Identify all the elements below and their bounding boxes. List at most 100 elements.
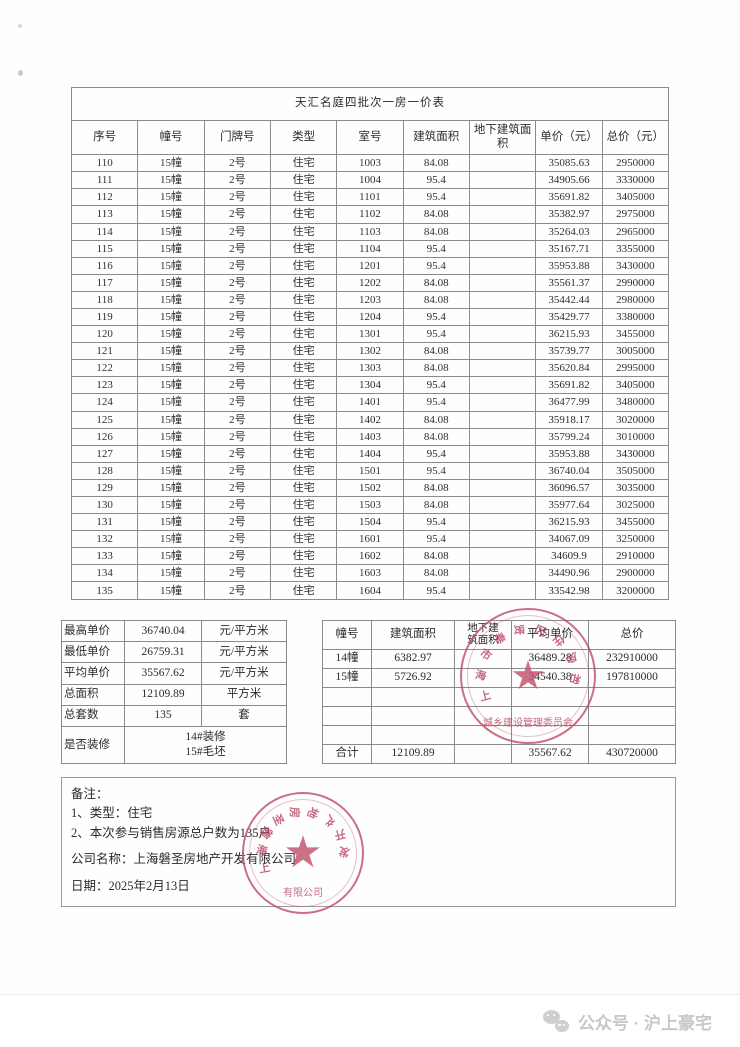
table-row: 123 15幢 2号 住宅 1304 95.4 35691.82 3405000 — [70, 376, 670, 395]
notes-spacer — [71, 843, 666, 850]
cell-r11-c3: 住宅 — [269, 342, 338, 361]
cell-r23-c4: 1602 — [336, 547, 404, 566]
summary-right-col-header-1: 建筑面积 — [371, 620, 455, 650]
cell-r1-c8: 3330000 — [601, 171, 670, 190]
cell-r25-c0: 135 — [70, 581, 139, 600]
summary-right-empty-row-c3 — [511, 725, 589, 745]
cell-r8-c0: 118 — [70, 290, 139, 309]
cell-r3-c7: 35382.97 — [535, 205, 603, 224]
cell-r13-c8: 3405000 — [601, 376, 670, 395]
cell-r19-c8: 3035000 — [601, 478, 670, 498]
cell-r5-c2: 2号 — [203, 239, 271, 258]
cell-r5-c4: 1104 — [336, 239, 404, 258]
cell-r18-c6 — [468, 461, 537, 480]
cell-r7-c2: 2号 — [203, 273, 271, 292]
cell-r9-c7: 35429.77 — [535, 307, 603, 327]
cell-r14-c4: 1401 — [336, 393, 404, 412]
cell-r6-c7: 35953.88 — [535, 256, 603, 275]
cell-r17-c4: 1404 — [336, 444, 404, 463]
cell-r5-c3: 住宅 — [269, 239, 338, 258]
page-footer: 公众号 · 沪上豪宅 — [0, 994, 740, 1047]
main-col-header-3: 类型 — [269, 119, 338, 156]
summary-left-unit-3: 平方米 — [201, 683, 287, 706]
cell-r17-c5: 95.4 — [402, 444, 470, 463]
summary-right-total-row: 合计 12109.89 35567.62 430720000 — [322, 744, 676, 764]
cell-r3-c4: 1102 — [336, 205, 404, 224]
table-row: 133 15幢 2号 住宅 1602 84.08 34609.9 2910000 — [70, 547, 670, 566]
cell-r10-c3: 住宅 — [269, 325, 338, 344]
cell-r8-c8: 2980000 — [601, 290, 670, 309]
cell-r4-c8: 2965000 — [601, 222, 670, 241]
summary-right-row-c4: 197810000 — [588, 668, 676, 688]
cell-r21-c4: 1504 — [336, 513, 404, 532]
cell-r9-c5: 95.4 — [402, 307, 470, 327]
cell-r11-c6 — [468, 342, 537, 361]
summary-left-unit-2: 元/平方米 — [201, 662, 287, 685]
cell-r18-c1: 15幢 — [137, 461, 205, 480]
cell-r11-c5: 84.08 — [402, 342, 470, 361]
cell-r13-c6 — [468, 376, 537, 395]
cell-r23-c7: 34609.9 — [535, 547, 603, 566]
notes-spacer — [71, 870, 666, 877]
summary-right-total-row-c4: 430720000 — [588, 744, 676, 764]
summary-right-total-row-c0: 合计 — [322, 744, 372, 764]
main-table-head: 天汇名庭四批次一房一价表 序号 幢号 门牌号 类型 室号 建筑面积 地下建筑面积 单价（元）总… — [70, 87, 670, 156]
cell-r13-c0: 123 — [70, 376, 139, 395]
notes-block: 备注： 1、类型：住宅 2、本次参与销售房源总户数为135户 公司名称：上海磐圣… — [61, 777, 676, 907]
table-row: 125 15幢 2号 住宅 1402 84.08 35918.17 3020000 — [70, 410, 670, 429]
cell-r16-c0: 126 — [70, 427, 139, 446]
cell-r7-c7: 35561.37 — [535, 273, 603, 292]
table-row: 122 15幢 2号 住宅 1303 84.08 35620.84 2995000 — [70, 359, 670, 378]
cell-r19-c2: 2号 — [203, 478, 271, 498]
cell-r6-c4: 1201 — [336, 256, 404, 275]
cell-r23-c5: 84.08 — [402, 547, 470, 566]
cell-r12-c8: 2995000 — [601, 359, 670, 378]
main-table-body: 110 15幢 2号 住宅 1003 84.08 35085.63 2950000 111 15幢… — [70, 154, 670, 600]
cell-r0-c5: 84.08 — [402, 154, 470, 173]
cell-r21-c0: 131 — [70, 513, 139, 532]
summary-right-empty-row-c4 — [588, 687, 676, 707]
cell-r0-c8: 2950000 — [601, 154, 670, 173]
cell-r4-c2: 2号 — [203, 222, 271, 241]
notes-line-2: 2、本次参与销售房源总户数为135户 — [71, 825, 272, 840]
cell-r16-c7: 35799.24 — [535, 427, 603, 446]
cell-r8-c2: 2号 — [203, 290, 271, 309]
table-row: 116 15幢 2号 住宅 1201 95.4 35953.88 3430000 — [70, 256, 670, 275]
summary-right-empty-row-c0 — [322, 687, 372, 707]
summary-left-unit-4: 套 — [201, 704, 287, 728]
cell-r18-c2: 2号 — [203, 461, 271, 480]
cell-r7-c0: 117 — [70, 273, 139, 292]
cell-r23-c2: 2号 — [203, 547, 271, 566]
cell-r17-c1: 15幢 — [137, 444, 205, 463]
cell-r5-c1: 15幢 — [137, 239, 205, 258]
cell-r8-c6 — [468, 290, 537, 309]
main-price-table: 天汇名庭四批次一房一价表 序号 幢号 门牌号 类型 室号 建筑面积 地下建筑面积 单价（元）总… — [70, 87, 670, 600]
cell-r18-c3: 住宅 — [269, 461, 338, 480]
cell-r24-c2: 2号 — [203, 564, 271, 583]
summary-right-col-header-4: 总价 — [588, 620, 676, 650]
cell-r21-c1: 15幢 — [137, 513, 205, 532]
date-line: 日期：2025年2月13日 — [71, 878, 190, 893]
summary-right-total-row-c2 — [454, 744, 512, 764]
cell-r23-c3: 住宅 — [269, 547, 338, 566]
summary-right-row: 15幢 5726.92 34540.38 197810000 — [322, 668, 676, 688]
cell-r4-c6 — [468, 222, 537, 241]
summary-right-head: 幢号 建筑面积 地下建 筑面积 平均单价 总价 — [322, 620, 676, 650]
cell-r16-c5: 84.08 — [402, 427, 470, 446]
cell-r20-c6 — [468, 495, 537, 515]
cell-r12-c4: 1303 — [336, 359, 404, 378]
cell-r5-c8: 3355000 — [601, 239, 670, 258]
summary-right-empty-row-c3 — [511, 706, 589, 726]
cell-r15-c4: 1402 — [336, 410, 404, 429]
cell-r23-c6 — [468, 547, 537, 566]
cell-r19-c0: 129 — [70, 478, 139, 498]
cell-r12-c2: 2号 — [203, 359, 271, 378]
summary-left-decoration-row: 是否装修 14#装修 15#毛坯 — [61, 726, 287, 764]
cell-r6-c8: 3430000 — [601, 256, 670, 275]
cell-r17-c7: 35953.88 — [535, 444, 603, 463]
table-row: 131 15幢 2号 住宅 1504 95.4 36215.93 3455000 — [70, 513, 670, 532]
summary-right-empty-row-c2 — [454, 725, 512, 745]
cell-r7-c8: 2990000 — [601, 273, 670, 292]
cell-r24-c3: 住宅 — [269, 564, 338, 583]
